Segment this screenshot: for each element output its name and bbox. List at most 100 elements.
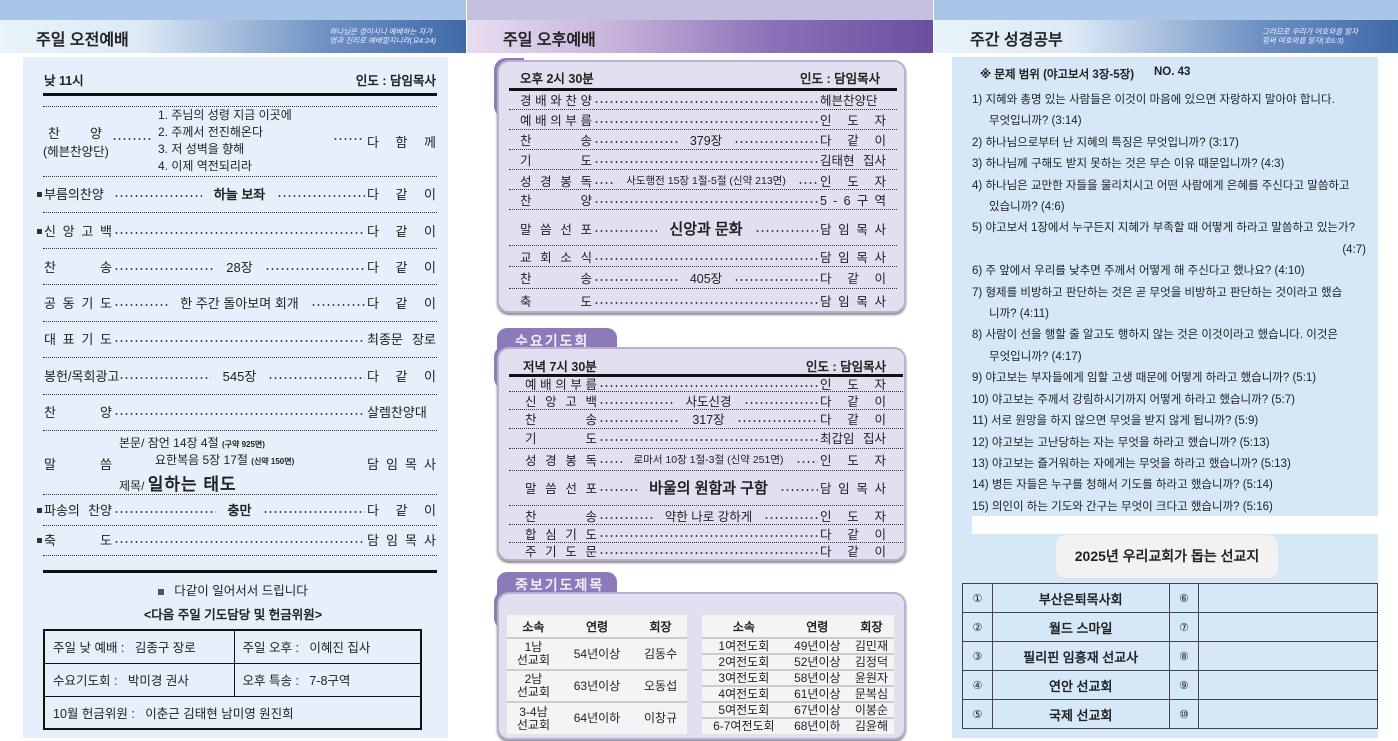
row-label: 예 배 의 부 름: [520, 113, 592, 128]
question-continuation: 무엇입니까? (4:17): [989, 350, 1082, 363]
women-mission-table: 소속 연령 회장 1여전도회 49년이상 김민재 2여전도회 52년이상 김정덕 3여전도회 58년…: [702, 615, 894, 734]
row-right: 다 같 이: [820, 271, 887, 286]
leader-dots: [736, 420, 819, 422]
question-item: 9) 야고보는 부자들에게 임할 고생 때문에 어떻게 하라고 했습니까? (5…: [972, 368, 1372, 389]
dotted-divider: [43, 555, 437, 556]
row-label: 찬 송: [44, 259, 112, 275]
dotted-divider: [509, 391, 903, 392]
table-row: 1남 선교회 54년이상 김동수: [507, 638, 687, 670]
question-text: 6) 주 앞에서 우리를 낮추면 주께서 어떻게 해 주신다고 했나요? (4:…: [972, 261, 1372, 282]
row-right: 다 같 이: [367, 295, 437, 311]
row-right: 담 임 목 사: [820, 481, 886, 496]
leader-dots: [594, 201, 818, 203]
row-right: 인 도 자: [820, 453, 887, 468]
row-label: 신 앙 고 백: [525, 394, 597, 409]
leader-dots: [277, 195, 366, 197]
order-row: 공 동 기 도 한 주간 돌아보며 회개 다 같 이: [44, 293, 436, 311]
table-cell: 이창규: [643, 711, 678, 725]
mission-cell: ⑦: [1168, 612, 1200, 642]
question-item: 10) 야고보는 주께서 강림하시기까지 어떻게 하라고 했습니까? (5:7): [972, 390, 1372, 411]
question-item: 7) 형제를 비방하고 판단하는 것은 곧 무엇을 비방하고 판단하는 것이라고…: [972, 283, 1372, 326]
sermon-text-1: 본문/ 잠언 14장 4절 (구약 925면): [119, 436, 265, 450]
mission-cell: 부산은퇴목사회: [991, 583, 1170, 613]
sermon-text-2: 요한복음 5장 17절 (신약 150면): [155, 453, 295, 467]
question-item: 3) 하나님께 구해도 받지 못하는 것은 무슨 이유 때문입니까? (4:3): [972, 154, 1372, 175]
row-right: 최종문 장로: [367, 331, 436, 347]
dotted-divider: [509, 448, 903, 449]
row-right: 담 임 목 사: [820, 222, 887, 237]
dotted-divider: [509, 524, 903, 525]
question-text: 7) 형제를 비방하고 판단하는 것은 곧 무엇을 비방하고 판단하는 것이라고…: [972, 283, 1372, 304]
question-body: 하나님께 구해도 받지 못하는 것은 무슨 이유 때문입니까? (4:3): [985, 158, 1285, 171]
table-cell: 김정덕: [854, 654, 889, 669]
leader-dots: [594, 258, 818, 260]
praise-label: 찬 양: [48, 126, 102, 141]
mission-cell: [1198, 699, 1378, 729]
row-right: 다 같 이: [820, 527, 886, 542]
table-cell: 49년이상: [794, 638, 841, 653]
order-row: 성 경 봉 독 로마서 10장 1절-3절 (신약 251면) 인 도 자: [525, 450, 886, 468]
missions-table: ① 부산은퇴목사회 ⑥ ② 월드 스마일 ⑦ ③ 필리핀 임흥재 선교사 ⑧ ④ 연안 선교회 ⑨ ⑤ 국…: [962, 583, 1378, 729]
order-row: 대 표 기 도 최종문 장로: [44, 329, 436, 347]
header-verse: 그러므로 우리가 여호와를 알자 힘써 여호와를 알자(호6:3): [1262, 27, 1358, 45]
question-number: 3): [972, 158, 983, 171]
mission-cell: ③: [962, 641, 993, 671]
bullet-icon: [158, 588, 165, 595]
mission-cell: [1198, 670, 1378, 700]
table-cell: 64년이하: [573, 711, 621, 725]
dotted-divider: [509, 109, 897, 110]
table-cell: 58년이상: [794, 670, 841, 685]
table-cell: 김윤해: [854, 719, 889, 733]
question-text: 13) 야고보는 즐거워하는 자에게는 무엇을 하라고 했습니까? (5:13): [972, 454, 1372, 475]
question-item: 11) 서로 원망을 하지 않으면 무엇을 받지 않게 됩니까? (5:9): [972, 411, 1372, 432]
row-center: 하늘 보좌: [213, 186, 266, 202]
question-body: 지혜와 총명 있는 사람들은 이것이 마음에 있으면 자랑하지 말아야 합니다.: [985, 94, 1335, 106]
order-row: 말 씀 선 포 신앙과 문화 담 임 목 사: [520, 219, 887, 238]
table-cell: 61년이상: [794, 686, 841, 701]
leader-dots: [114, 232, 365, 234]
leader-dots: [594, 101, 818, 103]
order-row: 찬 송 317장 다 같 이: [525, 409, 886, 427]
dotted-divider: [43, 357, 437, 358]
row-label: 파송의 찬양: [44, 502, 112, 518]
order-row: 신 앙 고 백 사도신경 다 같 이: [525, 391, 886, 409]
service-time: 저녁 7시 30분: [523, 360, 597, 374]
row-center: 28장: [226, 259, 253, 275]
table-row: 3-4남 선교회 64년이하 이창규: [507, 702, 687, 734]
question-body: 야고보는 고난당하는 자는 무엇을 하라고 했습니까? (5:13): [991, 436, 1270, 449]
order-row: 부름의찬양 하늘 보좌 다 같 이: [44, 184, 436, 202]
row-right: 최갑임 집사: [820, 431, 886, 446]
table-row: 5여전도회 67년이상 이봉순: [702, 702, 894, 718]
order-row: 찬 송 379장 다 같 이: [520, 130, 886, 148]
leader-dots: [779, 489, 818, 491]
question-number: 9): [972, 372, 983, 385]
table-cell: 4여전도회: [718, 686, 770, 701]
top-band-left: [0, 0, 466, 20]
mission-cell: [1198, 583, 1378, 613]
leader-dots: [599, 517, 653, 519]
dotted-divider: [509, 470, 903, 471]
leader-dots: [599, 385, 818, 387]
afternoon-header: 주일 오후예배: [467, 20, 933, 53]
question-item: 14) 병든 자들은 누구를 청해서 기도를 하라고 했습니까? (5:14): [972, 475, 1372, 496]
order-row: 말 씀 선 포 바울의 원함과 구함 담 임 목 사: [525, 478, 886, 497]
sermon-label: 말 씀: [44, 457, 112, 472]
table-header: 소속 연령 회장: [702, 615, 894, 638]
order-row: 경 배 와 찬 양 헤븐찬양단: [520, 90, 886, 108]
leader-dots: [594, 161, 818, 163]
mission-cell: ②: [962, 612, 993, 642]
leader-dots: [594, 302, 818, 304]
question-body: 야고보는 부자들에게 임할 고생 때문에 어떻게 하라고 했습니까? (5:1): [985, 372, 1317, 385]
dotted-divider: [509, 428, 903, 429]
order-row: 봉헌/목회광고 545장 다 같 이: [44, 366, 436, 384]
row-label: 경 배 와 찬 양: [520, 93, 592, 108]
row-center: 바울의 원함과 구함: [649, 479, 768, 497]
leader-dots: [114, 541, 365, 543]
question-body: 하나님으로부터 난 지혜의 특징은 무엇입니까? (3:17): [985, 136, 1239, 149]
leader-dots: [112, 138, 152, 140]
question-number: 13): [972, 457, 989, 470]
leader-dots: [734, 141, 819, 143]
